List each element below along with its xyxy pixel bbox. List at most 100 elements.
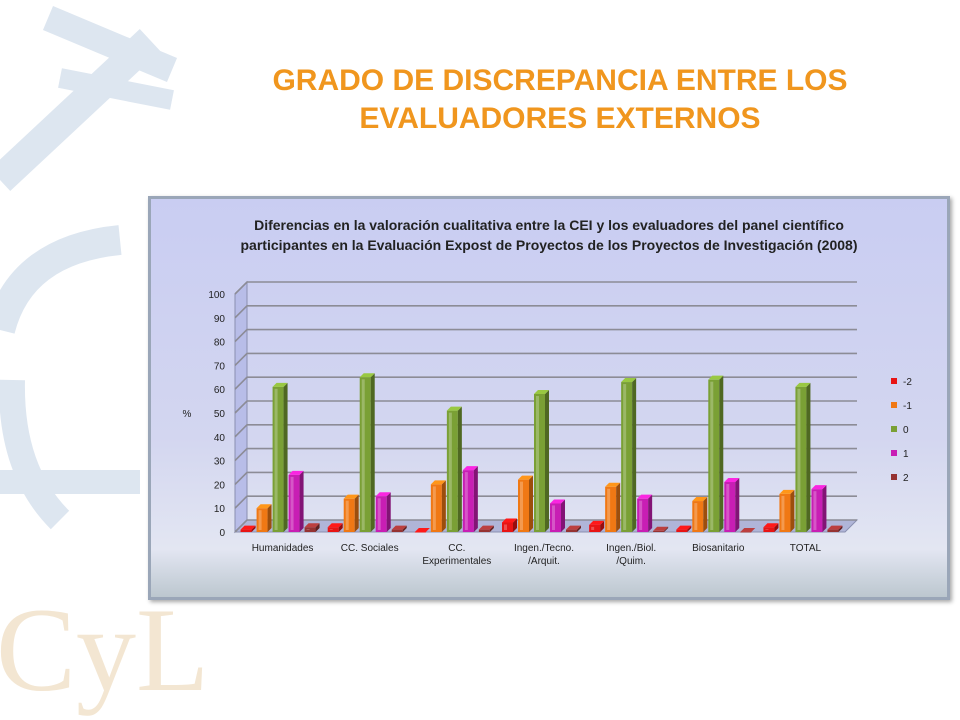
bar-top: [621, 378, 637, 383]
bar-top: [288, 470, 304, 475]
bar-front: [621, 382, 633, 532]
bar-front: [637, 498, 649, 532]
bar-highlight: [813, 491, 817, 530]
bar-top: [375, 492, 391, 497]
bar-top: [708, 375, 724, 380]
bar-side: [338, 523, 343, 532]
bar-highlight: [448, 412, 452, 530]
bar-series-2: [478, 525, 494, 532]
bar-front: [256, 508, 268, 532]
logo-letter-c-arc: [0, 225, 122, 335]
bar-side: [315, 523, 320, 532]
x-tick-label: Ingen./Tecno.: [514, 543, 574, 554]
bar-side: [267, 504, 272, 532]
y-tick-label: 90: [214, 314, 226, 325]
bar-series-2: [566, 525, 581, 532]
bar-front: [692, 501, 704, 532]
bar-highlight: [765, 529, 769, 530]
gridline: [234, 328, 857, 343]
bar-side: [838, 525, 843, 532]
bar-series--2: [327, 523, 343, 532]
y-tick-label: 0: [219, 528, 225, 539]
y-tick-label: 80: [214, 338, 226, 349]
bar-side: [513, 518, 517, 532]
chart-panel: Diferencias en la valoración cualitativa…: [148, 196, 950, 600]
bar-series--1: [256, 504, 272, 532]
bar-side: [790, 489, 795, 532]
bar-series--2: [676, 525, 692, 532]
bar-side: [354, 494, 359, 532]
bar-front: [430, 484, 442, 532]
bar-series-1: [550, 499, 565, 532]
bar-top: [391, 525, 407, 530]
bar-series-1: [811, 485, 827, 532]
bar-series-0: [446, 406, 462, 532]
bar-top: [462, 466, 478, 471]
bar-top: [566, 525, 581, 530]
legend-swatch: [891, 426, 897, 432]
bar-top: [272, 382, 288, 387]
y-tick-label: 40: [214, 433, 226, 444]
y-tick-label: 20: [214, 480, 226, 491]
bar-front: [478, 529, 490, 532]
bar-side: [774, 523, 779, 532]
bar-side: [703, 497, 708, 532]
bar-side: [402, 525, 407, 532]
bar-series-0: [621, 378, 637, 532]
bar-front: [676, 529, 688, 532]
bar-series-1: [724, 478, 740, 532]
legend-swatch: [891, 474, 897, 480]
logo-letter-a-stroke: [42, 6, 178, 82]
x-tick-label: TOTAL: [790, 543, 822, 554]
bar-highlight: [607, 488, 611, 530]
gridline: [234, 495, 857, 509]
bar-series--2: [414, 528, 430, 533]
y-tick-label: 10: [214, 504, 226, 515]
bar-side: [457, 406, 462, 532]
bar-series--2: [589, 520, 605, 532]
bar-series-2: [653, 526, 669, 532]
bar-side: [529, 475, 533, 532]
bar-side: [473, 466, 478, 532]
gridline: [234, 471, 857, 485]
logo-text: CyL: [0, 583, 209, 716]
bar-front: [740, 532, 752, 533]
bar-front: [327, 527, 339, 532]
bar-front: [240, 529, 252, 532]
bar-front: [518, 479, 529, 532]
bar-series-1: [375, 492, 391, 532]
bar-highlight: [710, 381, 714, 530]
x-tick-label: CC. Sociales: [341, 543, 399, 554]
y-tick-label: 70: [214, 361, 226, 372]
bar-series--2: [240, 525, 256, 532]
bar-highlight: [258, 510, 262, 530]
bar-highlight: [694, 503, 698, 530]
bar-series--1: [692, 497, 708, 532]
x-tick-label: Humanidades: [252, 543, 314, 554]
bar-series-0: [708, 375, 724, 532]
bar-front: [414, 532, 426, 533]
gridline: [234, 424, 857, 438]
x-tick-label: CC.: [448, 543, 465, 554]
bar-highlight: [377, 498, 381, 530]
bar-highlight: [639, 500, 643, 530]
bar-front: [272, 386, 284, 532]
y-tick-label: 50: [214, 409, 226, 420]
bar-series-1: [462, 466, 478, 532]
bar-top: [359, 373, 375, 378]
logo-bar: [0, 470, 140, 494]
bar-front: [391, 529, 403, 532]
bar-series--1: [779, 489, 795, 532]
bar-top: [589, 520, 605, 525]
legend-label: 0: [903, 425, 909, 436]
legend-label: -2: [903, 377, 912, 388]
legend-label: -1: [903, 401, 912, 412]
bar-highlight: [520, 481, 523, 530]
bar-side: [822, 485, 827, 532]
bar-top: [502, 518, 517, 523]
bar-side: [489, 525, 494, 532]
bar-side: [687, 525, 692, 532]
legend-swatch: [891, 378, 897, 384]
bar-top: [327, 523, 343, 528]
